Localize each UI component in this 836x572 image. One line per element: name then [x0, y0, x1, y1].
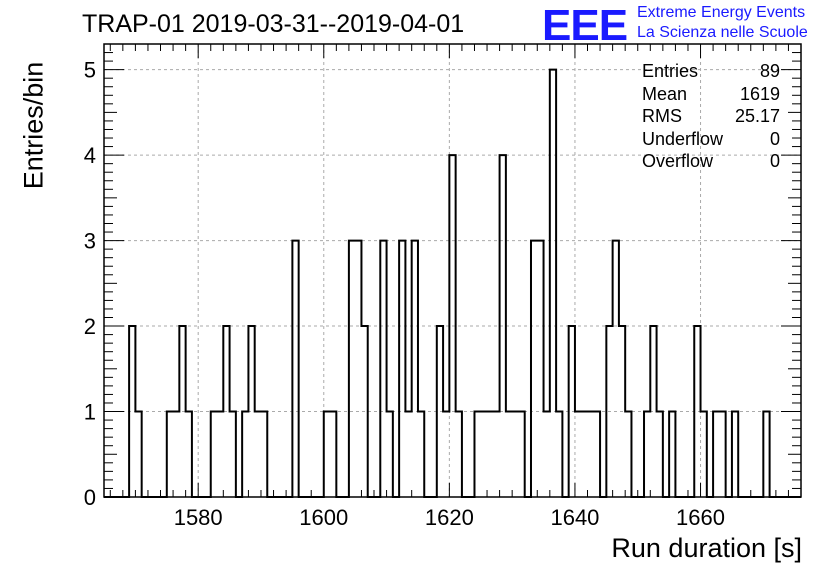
histogram-bin — [763, 412, 769, 497]
y-tick-label: 5 — [84, 58, 96, 83]
stat-overflow-label: Overflow — [642, 151, 714, 172]
histogram-bin — [481, 412, 487, 497]
histogram-bin — [418, 412, 424, 497]
stat-overflow: Overflow 0 — [642, 150, 780, 173]
histogram-bin — [387, 412, 393, 497]
org-line-1: Extreme Energy Events — [637, 4, 806, 21]
x-tick-label: 1640 — [550, 505, 599, 530]
histogram-bin — [512, 412, 518, 497]
histogram-bin — [255, 412, 261, 497]
histogram-bin — [569, 326, 575, 497]
histogram-bin — [349, 241, 355, 497]
stat-underflow-label: Underflow — [642, 128, 724, 149]
stat-entries: Entries 89 — [642, 60, 780, 83]
histogram-bin — [619, 326, 625, 497]
histogram-bin — [719, 412, 725, 497]
histogram-bin — [531, 241, 537, 497]
x-tick-label: 1580 — [174, 505, 223, 530]
histogram-bin — [537, 241, 543, 497]
stat-entries-value: 89 — [759, 61, 780, 81]
histogram-bin — [644, 412, 650, 497]
stat-overflow-value: 0 — [769, 151, 780, 172]
histogram-bin — [135, 412, 141, 497]
histogram-bin — [242, 412, 248, 497]
eee-logo: EEE — [542, 1, 628, 50]
histogram-bin — [179, 326, 185, 497]
histogram-bin — [223, 326, 229, 497]
y-tick-label: 0 — [84, 485, 96, 510]
x-axis-label: Run duration [s] — [611, 533, 802, 563]
stat-entries-label: Entries — [642, 61, 699, 81]
histogram-bin — [625, 412, 631, 497]
x-tick-label: 1660 — [676, 505, 725, 530]
stat-mean-label: Mean — [642, 83, 688, 104]
histogram-bin — [292, 241, 298, 497]
histogram-bin — [694, 326, 700, 497]
org-line-2: La Scienza nelle Scuole — [637, 24, 808, 41]
stat-mean-value: 1619 — [739, 83, 780, 104]
histogram-bin — [129, 326, 135, 497]
histogram-bin — [261, 412, 267, 497]
histogram-bin — [449, 155, 455, 497]
histogram-bin — [544, 412, 550, 497]
histogram-bin — [732, 412, 738, 497]
histogram-bin — [506, 412, 512, 497]
histogram-bin — [437, 326, 443, 497]
y-axis-label: Entries/bin — [18, 61, 49, 190]
stat-mean: Mean 1619 — [642, 83, 780, 106]
histogram-bin — [474, 412, 480, 497]
histogram-bin — [186, 412, 192, 497]
histogram-bin — [657, 412, 663, 497]
histogram-bin — [487, 412, 493, 497]
histogram-bin — [606, 326, 612, 497]
histogram-bin — [324, 412, 330, 497]
histogram-bin — [399, 241, 405, 497]
histogram-bin — [613, 241, 619, 497]
stat-underflow: Underflow 0 — [642, 128, 780, 151]
chart-title: TRAP-01 2019-03-31--2019-04-01 — [82, 10, 465, 38]
plot-frame — [103, 43, 802, 498]
stat-rms-value: 25.17 — [734, 106, 780, 127]
histogram-bin — [217, 412, 223, 497]
histogram-bin — [713, 412, 719, 497]
y-tick-label: 2 — [84, 314, 96, 339]
histogram-bin — [588, 412, 594, 497]
histogram-bin — [500, 155, 506, 497]
histogram-bin — [230, 412, 236, 497]
histogram-bin — [361, 326, 367, 497]
stat-rms-label: RMS — [642, 106, 682, 127]
histogram-bin — [412, 241, 418, 497]
histogram-bin — [355, 241, 361, 497]
histogram-bin — [493, 412, 499, 497]
histogram-bin — [405, 412, 411, 497]
histogram-bin — [173, 412, 179, 497]
histogram-bin — [211, 412, 217, 497]
histogram-bin — [456, 412, 462, 497]
histogram-bin — [669, 412, 675, 497]
organization-name: Extreme Energy Events La Scienza nelle S… — [637, 3, 808, 43]
histogram-bin — [443, 412, 449, 497]
histogram-bin — [248, 326, 254, 497]
histogram-bin — [167, 412, 173, 497]
histogram-bin — [575, 412, 581, 497]
stats-box: Entries 89 Mean 1619 RMS 25.17 Underflow… — [642, 60, 780, 173]
histogram-bin — [701, 412, 707, 497]
stat-rms: RMS 25.17 — [642, 105, 780, 128]
stat-underflow-value: 0 — [769, 128, 780, 149]
x-tick-label: 1620 — [425, 505, 474, 530]
histogram-bin — [650, 326, 656, 497]
histogram-bin — [594, 412, 600, 497]
y-tick-label: 4 — [84, 143, 96, 168]
histogram-bin — [581, 412, 587, 497]
histogram-bin — [518, 412, 524, 497]
histogram-bin — [330, 412, 336, 497]
histogram-bin — [550, 70, 556, 497]
x-tick-label: 1600 — [299, 505, 348, 530]
histogram-bin — [380, 241, 386, 497]
y-tick-label: 1 — [84, 400, 96, 425]
y-tick-label: 3 — [84, 229, 96, 254]
histogram-bin — [556, 412, 562, 497]
